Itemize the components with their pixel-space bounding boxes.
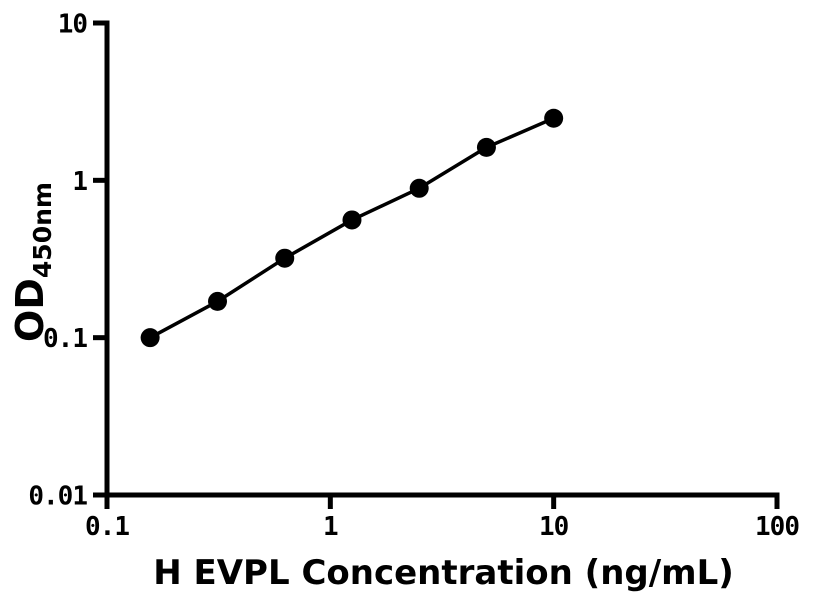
x-axis-tick-label: 100 — [755, 512, 799, 542]
x-axis-title: H EVPL Concentration (ng/mL) — [153, 553, 734, 593]
y-axis-tick-label: 0.01 — [28, 482, 87, 512]
data-point — [208, 291, 228, 311]
data-point — [342, 210, 362, 230]
x-axis-tick-label: 0.1 — [85, 512, 129, 542]
y-axis-tick-label: 1 — [72, 167, 87, 197]
data-point — [275, 248, 295, 268]
data-point — [409, 178, 429, 198]
x-axis-tick-label: 10 — [539, 512, 569, 542]
data-point — [476, 137, 496, 157]
data-point — [544, 108, 564, 128]
y-axis-tick-label: 0.1 — [43, 324, 87, 354]
y-axis-title-subscript: 450nm — [28, 182, 57, 279]
y-axis-title: OD450nm — [6, 82, 62, 442]
y-axis-tick-label: 10 — [58, 10, 88, 40]
data-point — [140, 328, 160, 348]
x-axis-tick-label: 1 — [323, 512, 338, 542]
y-axis-title-main: OD — [8, 278, 52, 342]
